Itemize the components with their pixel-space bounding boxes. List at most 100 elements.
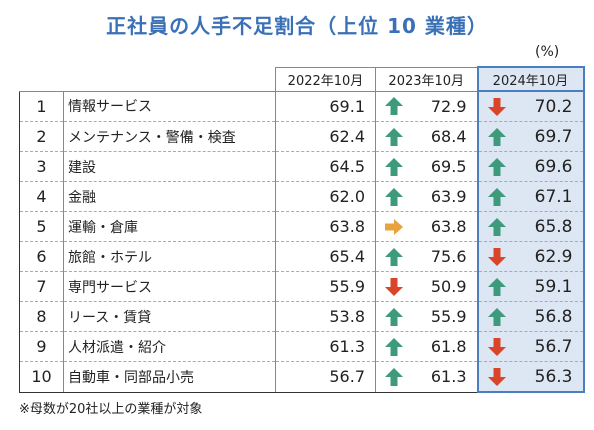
value-2023-cell: 63.9 <box>375 181 478 212</box>
value-text: 55.9 <box>430 307 467 326</box>
ranking-table: 2022年10月 2023年10月 2024年10月 1 情報サービス 69.1 72… <box>19 66 585 393</box>
value-text: 70.2 <box>534 96 573 117</box>
value-2022-cell: 53.8 <box>275 301 376 332</box>
value-text: 69.7 <box>534 126 573 147</box>
value-2024-cell: 62.9 <box>476 241 585 272</box>
value-2022-cell: 64.5 <box>275 151 376 182</box>
industry-name-cell: 自動車・同部品小売 <box>63 361 276 393</box>
header-2024: 2024年10月 <box>476 66 585 92</box>
value-text: 59.1 <box>534 276 573 297</box>
rank-cell: 10 <box>19 361 64 393</box>
value-2022-cell: 56.7 <box>275 361 376 393</box>
rank-cell: 4 <box>19 181 64 212</box>
arrow-down-icon <box>487 97 506 116</box>
industry-name-cell: 建設 <box>63 151 276 182</box>
value-2023-cell: 55.9 <box>375 301 478 332</box>
value-text: 56.3 <box>534 366 573 387</box>
arrow-up-icon <box>487 187 506 206</box>
industry-name-cell: 旅館・ホテル <box>63 241 276 272</box>
unit-label: (%) <box>535 44 560 60</box>
table-row: 9 人材派遣・紹介 61.3 61.8 56.7 <box>19 331 585 362</box>
value-2024-cell: 56.3 <box>476 361 585 393</box>
arrow-up-icon <box>487 307 506 326</box>
industry-name-cell: 情報サービス <box>63 90 276 122</box>
value-2024-cell: 56.8 <box>476 301 585 332</box>
value-text: 56.7 <box>534 336 573 357</box>
rank-cell: 5 <box>19 211 64 242</box>
table-row: 2 メンテナンス・警備・検査 62.4 68.4 69.7 <box>19 121 585 152</box>
table-row: 4 金融 62.0 63.9 67.1 <box>19 181 585 212</box>
arrow-up-icon <box>487 217 506 236</box>
arrow-down-icon <box>385 277 403 296</box>
value-2023-cell: 68.4 <box>375 121 478 152</box>
industry-name-cell: リース・賃貸 <box>63 301 276 332</box>
rank-cell: 9 <box>19 331 64 362</box>
table-row: 6 旅館・ホテル 65.4 75.6 62.9 <box>19 241 585 272</box>
arrow-up-icon <box>385 97 403 116</box>
arrow-up-icon <box>385 307 403 326</box>
table-row: 7 専門サービス 55.9 50.9 59.1 <box>19 271 585 302</box>
value-2023-cell: 61.8 <box>375 331 478 362</box>
value-2022-cell: 62.4 <box>275 121 376 152</box>
table-row: 5 運輸・倉庫 63.8 63.8 65.8 <box>19 211 585 242</box>
arrow-up-icon <box>385 127 403 146</box>
industry-name-cell: 専門サービス <box>63 271 276 302</box>
value-2022-cell: 63.8 <box>275 211 376 242</box>
industry-name-cell: 人材派遣・紹介 <box>63 331 276 362</box>
value-text: 69.6 <box>534 156 573 177</box>
value-text: 63.8 <box>430 217 467 236</box>
rank-cell: 3 <box>19 151 64 182</box>
header-blank <box>19 67 276 92</box>
value-2024-cell: 69.6 <box>476 151 585 182</box>
value-2022-cell: 55.9 <box>275 271 376 302</box>
rank-cell: 1 <box>19 90 64 122</box>
table-row: 3 建設 64.5 69.5 69.6 <box>19 151 585 182</box>
rank-cell: 8 <box>19 301 64 332</box>
value-text: 72.9 <box>430 96 467 116</box>
header-row: 2022年10月 2023年10月 2024年10月 <box>19 66 585 92</box>
value-2023-cell: 75.6 <box>375 241 478 272</box>
header-2023: 2023年10月 <box>375 66 478 92</box>
arrow-right-icon <box>385 218 403 235</box>
value-2024-cell: 69.7 <box>476 121 585 152</box>
industry-name-cell: 金融 <box>63 181 276 212</box>
value-text: 61.8 <box>430 337 467 356</box>
value-text: 61.3 <box>430 367 467 387</box>
value-2023-cell: 61.3 <box>375 361 478 393</box>
value-2024-cell: 67.1 <box>476 181 585 212</box>
arrow-up-icon <box>487 157 506 176</box>
header-2022: 2022年10月 <box>275 66 376 92</box>
value-text: 68.4 <box>430 127 467 146</box>
arrow-down-icon <box>487 247 506 266</box>
value-text: 67.1 <box>534 186 573 207</box>
value-2023-cell: 69.5 <box>375 151 478 182</box>
industry-name-cell: メンテナンス・警備・検査 <box>63 121 276 152</box>
value-2022-cell: 65.4 <box>275 241 376 272</box>
table-body: 1 情報サービス 69.1 72.9 70.2 2 メンテナンス・警備・検査 62.4 68.4… <box>19 90 585 393</box>
arrow-up-icon <box>385 367 403 386</box>
value-text: 50.9 <box>430 277 467 296</box>
value-2023-cell: 72.9 <box>375 90 478 122</box>
table-row: 8 リース・賃貸 53.8 55.9 56.8 <box>19 301 585 332</box>
arrow-up-icon <box>487 277 506 296</box>
value-2024-cell: 70.2 <box>476 90 585 122</box>
value-2024-cell: 65.8 <box>476 211 585 242</box>
value-2022-cell: 69.1 <box>275 90 376 122</box>
value-2023-cell: 63.8 <box>375 211 478 242</box>
industry-name-cell: 運輸・倉庫 <box>63 211 276 242</box>
value-text: 56.8 <box>534 306 573 327</box>
chart-title: 正社員の人手不足割合（上位 10 業種） <box>106 14 488 38</box>
table-row: 1 情報サービス 69.1 72.9 70.2 <box>19 90 585 122</box>
value-2024-cell: 59.1 <box>476 271 585 302</box>
footnote: ※母数が20社以上の業種が対象 <box>19 402 203 417</box>
arrow-up-icon <box>385 157 403 176</box>
rank-cell: 2 <box>19 121 64 152</box>
table-row: 10 自動車・同部品小売 56.7 61.3 56.3 <box>19 361 585 393</box>
value-text: 75.6 <box>430 247 467 266</box>
arrow-down-icon <box>487 367 506 386</box>
arrow-up-icon <box>385 187 403 206</box>
value-2022-cell: 61.3 <box>275 331 376 362</box>
arrow-up-icon <box>385 247 403 266</box>
arrow-up-icon <box>487 127 506 146</box>
value-2023-cell: 50.9 <box>375 271 478 302</box>
